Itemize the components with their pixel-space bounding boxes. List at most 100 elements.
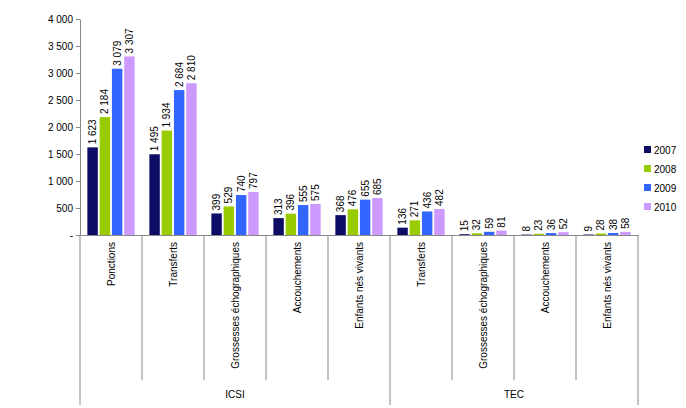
x-tick: Enfants nés vivants [354,235,365,329]
bar [583,234,593,235]
data-label: 271 [409,200,420,217]
legend-label: 2009 [654,183,677,194]
y-tick-label: 3 000 [48,68,73,79]
bar [496,231,506,235]
x-tick-label: Enfants nés vivants [354,242,365,329]
legend-item: 2008 [644,164,677,175]
data-label: 59 [484,217,495,229]
bar [410,220,420,235]
y-tick-mark [76,73,80,74]
y-tick: 2 000 [48,122,80,133]
data-label: 32 [471,219,482,231]
x-tick-label: Transferts [416,242,427,287]
data-label: 740 [236,175,247,192]
x-axis-line [81,235,639,236]
x-tick: Enfants nés vivants [602,235,613,329]
bar [273,218,283,235]
data-label: 529 [223,186,234,203]
data-label: 313 [273,198,284,215]
y-tick: 1 000 [48,176,80,187]
legend-swatch [644,184,651,191]
y-tick: 1 500 [48,149,80,160]
y-tick-mark [76,181,80,182]
data-label: 1 495 [149,126,160,151]
bar [298,205,308,235]
y-tick-mark [76,46,80,47]
data-label: 368 [335,195,346,212]
data-label: 2 684 [174,62,185,87]
y-tick-label: 500 [56,203,73,214]
bar [596,233,606,235]
legend-label: 2010 [654,202,677,213]
bar [348,209,358,235]
y-tick-label: 4 000 [48,14,73,25]
data-label: 555 [298,185,309,202]
bar [360,200,370,235]
group-separator [390,235,391,405]
x-tick-label: Accouchements [292,242,303,313]
x-tick-label: Transferts [168,242,179,287]
x-tick: Grossesses échographiques [230,235,241,369]
data-label: 28 [595,219,606,231]
data-labels: 1 6231 49539931336813615892 1841 9345293… [87,28,631,232]
category-separator [328,235,329,380]
y-tick: 500 [56,203,80,214]
data-label: 1 623 [87,119,98,144]
bar [310,204,320,235]
group-separator [638,235,639,405]
bar [372,198,382,235]
category-separator [142,235,143,380]
x-tick: Transferts [168,235,179,287]
bar [186,83,196,235]
y-tick-label: 2 000 [48,122,73,133]
x-tick: Transferts [416,235,427,287]
category-separator [266,235,267,380]
data-label: 797 [248,172,259,189]
legend-item: 2010 [644,202,677,213]
legend-label: 2007 [654,145,677,156]
data-label: 2 810 [186,55,197,80]
bar [397,228,407,235]
data-label: 399 [211,193,222,210]
data-label: 38 [608,218,619,230]
x-tick-label: Grossesses échographiques [230,242,241,369]
data-label: 2 184 [99,89,110,114]
bar [484,232,494,235]
bar [472,233,482,235]
x-tick-label: Ponctions [106,242,117,286]
y-tick-label: - [70,230,73,241]
category-separator [576,235,577,380]
y-tick: 3 000 [48,68,80,79]
bar [112,69,122,235]
category-separator [514,235,515,380]
category-separator [452,235,453,380]
group-separator [80,235,81,405]
y-tick: 2 500 [48,95,80,106]
data-label: 15 [459,220,470,232]
legend: 2007 2008 2009 2010 [644,145,677,213]
data-label: 81 [496,216,507,228]
data-label: 52 [558,218,569,230]
bar [248,192,258,235]
data-label: 575 [310,184,321,201]
legend-item: 2007 [644,145,677,156]
y-tick-mark [76,19,80,20]
y-tick: 4 000 [48,14,80,25]
bar [534,234,544,235]
data-label: 476 [347,189,358,206]
bars [87,56,630,235]
data-label: 23 [533,219,544,231]
legend-swatch [644,165,651,172]
y-tick-label: 3 500 [48,41,73,52]
y-tick-label: 1 500 [48,149,73,160]
data-label: 685 [372,178,383,195]
bar [149,154,159,235]
data-label: 58 [620,217,631,229]
x-tick: Ponctions [106,235,117,286]
y-tick: 3 500 [48,41,80,52]
data-label: 9 [583,226,594,232]
x-tick-label: Accouchements [540,242,551,313]
data-label: 136 [397,208,408,225]
y-tick-mark [76,208,80,209]
x-tick: Grossesses échographiques [478,235,489,369]
